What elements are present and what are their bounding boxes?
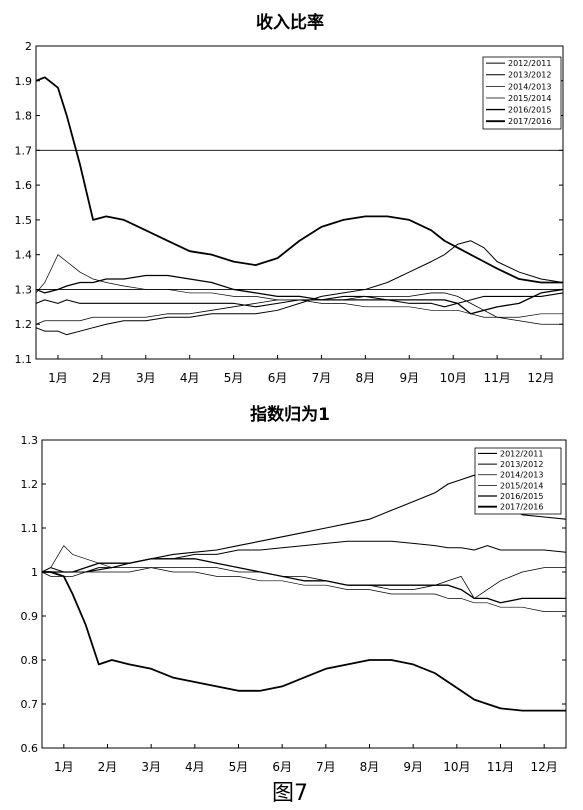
chart1-series-line — [35, 240, 564, 336]
chart2-series-line — [41, 567, 566, 599]
chart2-xtick-label: 9月 — [403, 760, 423, 774]
chart1-xtick-label: 12月 — [527, 371, 554, 385]
chart2-ytick-label: 0.8 — [21, 654, 39, 667]
chart2-ytick-label: 0.9 — [21, 610, 39, 623]
chart1-series-line — [35, 274, 564, 315]
chart2-xtick-label: 7月 — [316, 760, 336, 774]
chart2-ytick-label: 1.3 — [21, 434, 39, 447]
chart1-ytick-label: 1.8 — [15, 110, 33, 123]
chart2-xtick-label: 8月 — [360, 760, 380, 774]
chart2-ytick-label: 1.2 — [21, 478, 39, 491]
chart1-ytick-label: 1.6 — [15, 179, 33, 192]
chart1-ytick-label: 1.3 — [15, 283, 33, 296]
chart1-ytick-label: 1.4 — [15, 249, 33, 262]
chart1-series-line — [35, 76, 563, 284]
chart2-legend-label: 2017/2016 — [500, 503, 543, 512]
chart1-ytick-label: 1.2 — [15, 318, 33, 331]
chart2-xtick-label: 12月 — [531, 760, 558, 774]
chart1-series-line — [35, 292, 564, 308]
chart1-xtick-label: 8月 — [356, 371, 376, 385]
chart2-xtick-label: 10月 — [443, 760, 470, 774]
chart1-xtick-label: 6月 — [268, 371, 288, 385]
chart2-xtick-label: 3月 — [141, 760, 161, 774]
chart1-legend-label: 2016/2015 — [508, 106, 551, 115]
chart2-ytick-label: 1.1 — [21, 522, 39, 535]
chart1-plot: 1.1 1.2 1.3 1.4 1.5 1.6 1.7 1.8 1.9 2 1月 2月 3月 4月 5月 6月… — [15, 40, 564, 385]
chart1-legend-label: 2013/2012 — [508, 71, 551, 80]
chart2-plot: 0.6 0.7 0.8 0.9 1 1.1 1.2 1.3 1月 2月 3月 4月 5月 6月 7月 8月 9月… — [21, 434, 567, 774]
chart2-xtick-label: 4月 — [185, 760, 205, 774]
chart1-xtick-label: 10月 — [440, 371, 467, 385]
chart1-legend-label: 2014/2013 — [508, 82, 551, 91]
chart1-xtick-label: 11月 — [483, 371, 510, 385]
chart1-ytick-label: 2 — [25, 40, 32, 53]
chart1-legend-box — [482, 56, 562, 130]
chart2-title: 指数归为1 — [250, 404, 330, 425]
chart2-xtick-label: 11月 — [487, 760, 514, 774]
chart2-series-line — [41, 545, 566, 612]
chart1-legend-label: 2017/2016 — [508, 117, 551, 126]
chart1-xtick-label: 9月 — [399, 371, 419, 385]
chart2-legend-label: 2012/2011 — [500, 449, 543, 458]
chart1-xtick-label: 3月 — [136, 371, 156, 385]
chart1-legend-label: 2012/2011 — [508, 59, 551, 68]
chart2-xtick-label: 1月 — [54, 760, 74, 774]
chart2-series-line — [42, 571, 566, 712]
chart1-title: 收入比率 — [256, 12, 324, 33]
chart2-ytick-label: 0.7 — [21, 698, 39, 711]
chart1-xtick-label: 7月 — [312, 371, 332, 385]
chart2-frame — [41, 439, 567, 749]
chart2-ytick-label: 1 — [31, 566, 38, 579]
chart2-xtick-label: 6月 — [272, 760, 292, 774]
chart2-legend-label: 2013/2012 — [500, 460, 543, 469]
chart1-ytick-label: 1.5 — [15, 214, 33, 227]
chart2-xtick-label: 2月 — [98, 760, 118, 774]
chart2-ytick-label: 0.6 — [21, 742, 39, 755]
chart1-xtick-label: 1月 — [48, 371, 68, 385]
chart2-legend-label: 2014/2013 — [500, 471, 543, 480]
chart1-series-line — [35, 254, 563, 318]
chart2-legend-box — [474, 447, 562, 515]
chart1-ytick-label: 1.1 — [15, 353, 33, 366]
chart1-ytick-label: 1.7 — [15, 144, 33, 157]
chart1-xtick-label: 5月 — [224, 371, 244, 385]
chart2-legend-label: 2016/2015 — [500, 492, 543, 501]
figure-caption: 图7 — [272, 781, 308, 806]
chart1-xtick-label: 4月 — [180, 371, 200, 385]
chart1-xtick-label: 2月 — [92, 371, 112, 385]
chart2-series-line — [42, 558, 566, 604]
chart1-legend-label: 2015/2014 — [508, 94, 551, 103]
chart2-series-line — [41, 540, 567, 573]
chart1-series-line — [35, 292, 563, 325]
chart2-legend-label: 2015/2014 — [500, 481, 543, 490]
chart1-ytick-label: 1.9 — [15, 75, 33, 88]
chart2-xtick-label: 5月 — [229, 760, 249, 774]
